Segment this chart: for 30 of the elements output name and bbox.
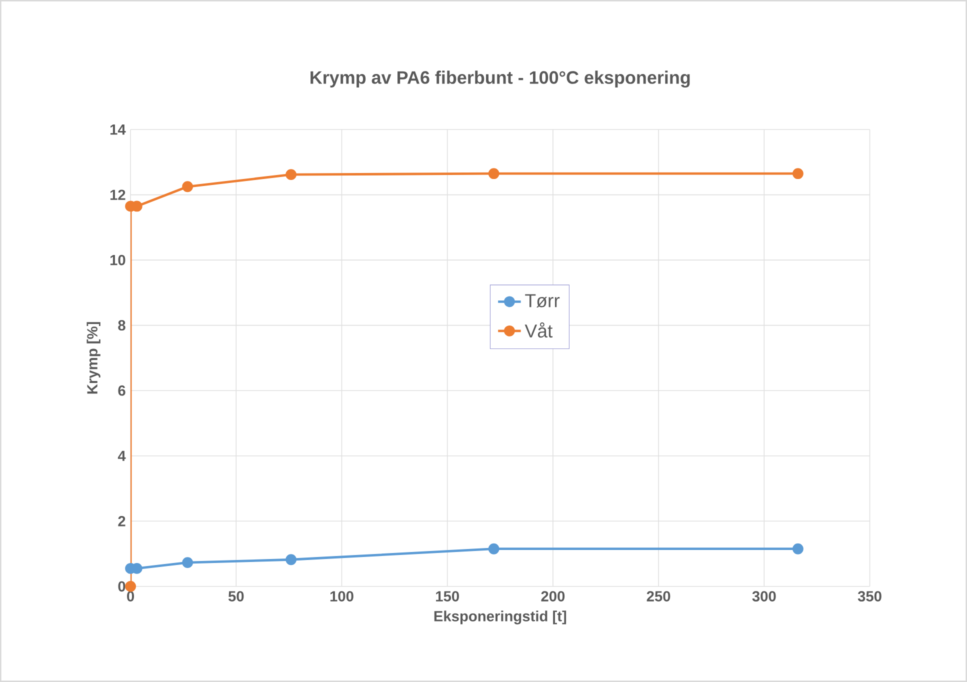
- y-tick-label: 8: [118, 320, 126, 331]
- point: [182, 557, 194, 568]
- x-tick-label: 0: [127, 591, 134, 602]
- x-tick-label: 350: [858, 591, 882, 602]
- x-tick-label: 300: [752, 591, 776, 602]
- point: [286, 554, 297, 566]
- point: [286, 169, 297, 180]
- y-tick-label: 0: [118, 581, 126, 592]
- x-tick-label: 200: [541, 591, 565, 602]
- legend-label: Tørr: [525, 294, 560, 308]
- x-tick-label: 250: [646, 591, 670, 602]
- point: [125, 580, 136, 592]
- y-tick-label: 12: [110, 190, 126, 200]
- y-tick-label: 6: [118, 385, 126, 396]
- point: [182, 181, 194, 192]
- x-tick-label: 50: [228, 591, 244, 602]
- point: [488, 543, 500, 554]
- x-tick-label: 100: [330, 591, 354, 602]
- y-tick-label: 14: [110, 124, 126, 135]
- y-tick-label: 10: [110, 254, 126, 266]
- x-tick-label: 150: [436, 591, 459, 602]
- y-tick-label: 2: [118, 516, 126, 526]
- y-axis-title: Krymp [%]: [86, 322, 100, 394]
- y-tick-label: 4: [118, 450, 126, 461]
- point: [792, 543, 804, 554]
- point: [488, 168, 500, 180]
- legend-label: Våt: [524, 322, 553, 338]
- chart-title: Krymp av PA6 fiberbunt - 100°C eksponering: [310, 70, 690, 88]
- point: [792, 168, 804, 180]
- x-axis-title: Eksponeringstid [t]: [434, 610, 566, 624]
